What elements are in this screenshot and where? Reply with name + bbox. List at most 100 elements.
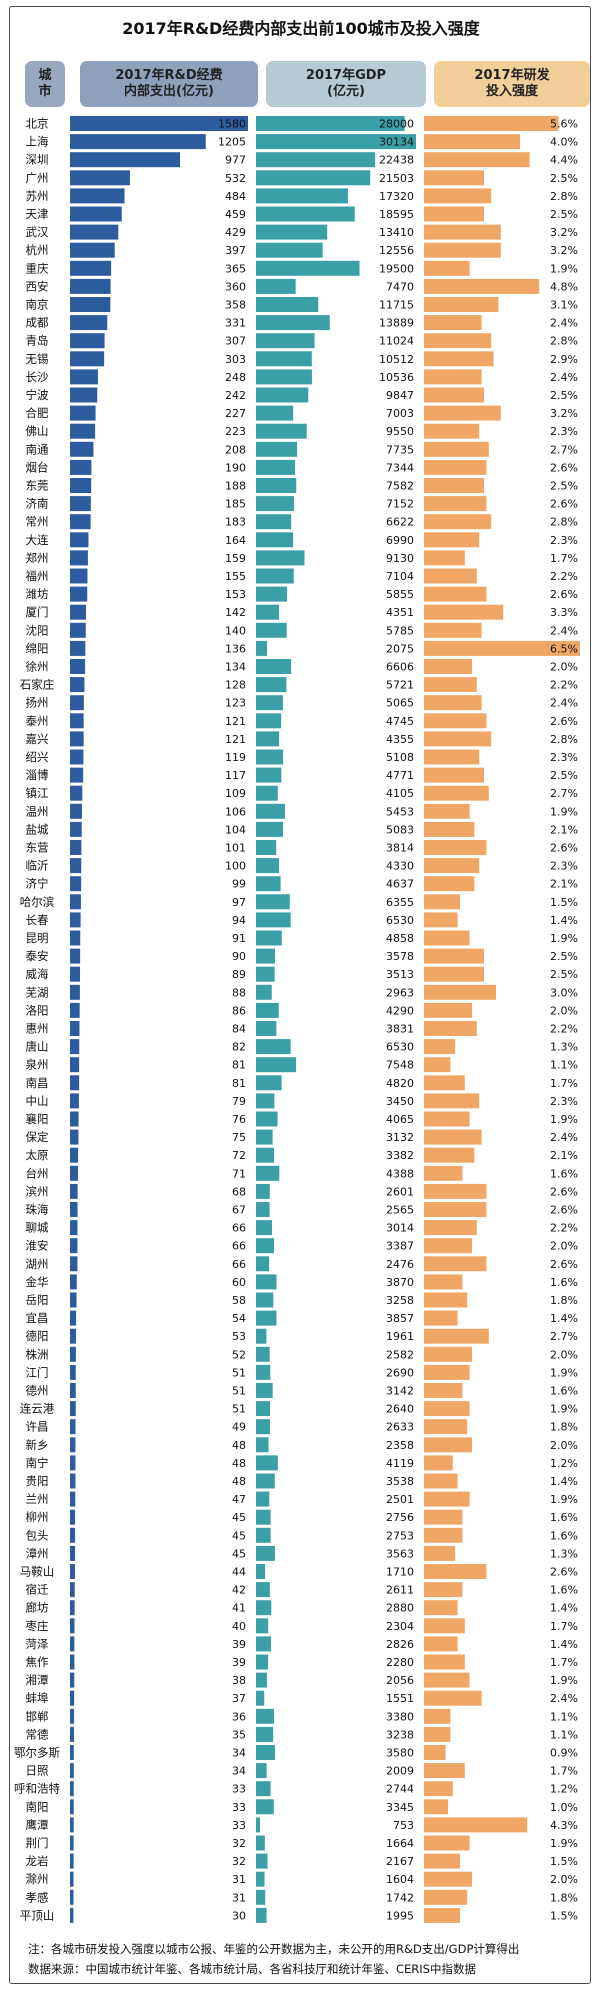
intensity-value-label: 2.3% — [550, 534, 578, 547]
gdp-bar — [256, 586, 288, 602]
intensity-value-label: 4.4% — [550, 154, 578, 167]
intensity-value-label: 2.2% — [550, 1023, 578, 1036]
category-label: 江门 — [26, 1365, 49, 1379]
intensity-value-label: 2.1% — [550, 878, 578, 891]
category-label: 焦作 — [26, 1655, 49, 1669]
intensity-bar — [424, 116, 559, 131]
rd-bar — [70, 532, 89, 548]
intensity-value-label: 1.4% — [550, 914, 578, 927]
gdp-value-label: 3142 — [386, 1385, 414, 1398]
gdp-bar — [256, 1509, 271, 1525]
rd-value-label: 134 — [225, 661, 246, 674]
intensity-value-label: 1.9% — [550, 805, 578, 818]
intensity-value-label: 1.9% — [550, 1837, 578, 1850]
gdp-bar — [256, 930, 282, 946]
gdp-value-label: 9847 — [386, 389, 414, 402]
intensity-value-label: 2.9% — [550, 353, 578, 366]
gdp-value-label: 7344 — [386, 461, 414, 474]
rd-value-label: 34 — [232, 1765, 246, 1778]
intensity-value-label: 2.5% — [550, 950, 578, 963]
category-label: 连云港 — [20, 1402, 55, 1416]
category-label: 保定 — [26, 1130, 49, 1144]
intensity-value-label: 2.3% — [550, 860, 578, 873]
rd-bar — [70, 369, 98, 385]
gdp-value-label: 7104 — [386, 570, 414, 583]
gdp-bar — [256, 1545, 275, 1561]
gdp-value-label: 753 — [393, 1819, 414, 1832]
rd-bar — [70, 640, 86, 656]
category-label: 呼和浩特 — [14, 1782, 60, 1796]
rd-bar — [70, 586, 88, 602]
category-label: 唐山 — [26, 1040, 49, 1054]
rd-bar — [70, 1147, 79, 1163]
category-label: 扬州 — [26, 696, 49, 710]
category-label: 聊城 — [26, 1221, 49, 1235]
gdp-value-label: 3538 — [386, 1475, 414, 1488]
intensity-value-label: 2.0% — [550, 1240, 578, 1253]
intensity-value-label: 1.8% — [550, 1421, 578, 1434]
gdp-bar — [256, 640, 268, 656]
rd-bar — [70, 1183, 78, 1199]
category-label: 台州 — [26, 1166, 49, 1180]
intensity-bar — [424, 478, 484, 493]
rd-value-label: 242 — [225, 389, 246, 402]
rd-value-label: 48 — [232, 1475, 246, 1488]
intensity-bar — [424, 1726, 451, 1742]
rd-value-label: 307 — [225, 335, 246, 348]
rd-bar — [70, 785, 83, 801]
rd-bar — [70, 894, 81, 910]
gdp-bar — [256, 1455, 278, 1471]
intensity-value-label: 3.3% — [550, 606, 578, 619]
rd-value-label: 109 — [225, 787, 246, 800]
category-label: 廊坊 — [26, 1601, 49, 1615]
gdp-bar — [256, 188, 348, 204]
gdp-bar — [256, 1708, 274, 1724]
gdp-bar — [256, 134, 416, 150]
rd-value-label: 331 — [225, 317, 246, 330]
category-label: 珠海 — [26, 1203, 49, 1217]
gdp-value-label: 2167 — [386, 1855, 414, 1868]
intensity-value-label: 2.4% — [550, 1131, 578, 1144]
gdp-bar — [256, 550, 305, 566]
gdp-bar — [256, 1165, 280, 1181]
rd-value-label: 1580 — [218, 118, 246, 131]
intensity-bar — [424, 1745, 446, 1760]
category-label: 日照 — [26, 1764, 49, 1778]
intensity-value-label: 1.5% — [550, 1855, 578, 1868]
intensity-value-label: 1.9% — [550, 1674, 578, 1687]
intensity-bar — [424, 1582, 463, 1598]
rd-value-label: 97 — [232, 896, 246, 909]
gdp-bar — [256, 1220, 273, 1236]
intensity-bar — [424, 1346, 472, 1362]
intensity-value-label: 2.7% — [550, 787, 578, 800]
intensity-value-label: 2.0% — [550, 1004, 578, 1017]
gdp-bar — [256, 767, 282, 783]
gdp-bar — [256, 1871, 265, 1887]
gdp-bar — [256, 297, 319, 312]
gdp-bar — [256, 496, 294, 512]
intensity-bar — [424, 1708, 451, 1724]
intensity-value-label: 2.0% — [550, 1873, 578, 1886]
gdp-value-label: 1664 — [386, 1837, 414, 1850]
gdp-value-label: 4290 — [386, 1004, 414, 1017]
rd-bar — [70, 622, 86, 638]
category-label: 重庆 — [26, 261, 49, 275]
rd-bar — [70, 858, 82, 874]
gdp-value-label: 2601 — [386, 1185, 414, 1198]
intensity-bar — [424, 1690, 482, 1706]
category-label: 许昌 — [26, 1420, 49, 1434]
rd-value-label: 32 — [232, 1855, 246, 1868]
rd-value-label: 30 — [232, 1909, 246, 1922]
intensity-value-label: 1.7% — [550, 1656, 578, 1669]
intensity-bar — [424, 1021, 477, 1036]
category-label: 潍坊 — [26, 587, 49, 601]
category-label: 威海 — [26, 967, 49, 981]
rd-value-label: 90 — [232, 950, 246, 963]
gdp-value-label: 3814 — [386, 842, 414, 855]
intensity-value-label: 1.6% — [550, 1385, 578, 1398]
gdp-value-label: 11715 — [379, 299, 414, 312]
gdp-bar — [256, 1310, 277, 1326]
gdp-value-label: 3132 — [386, 1131, 414, 1144]
gdp-bar — [256, 1111, 278, 1127]
category-label: 南宁 — [26, 1456, 49, 1470]
